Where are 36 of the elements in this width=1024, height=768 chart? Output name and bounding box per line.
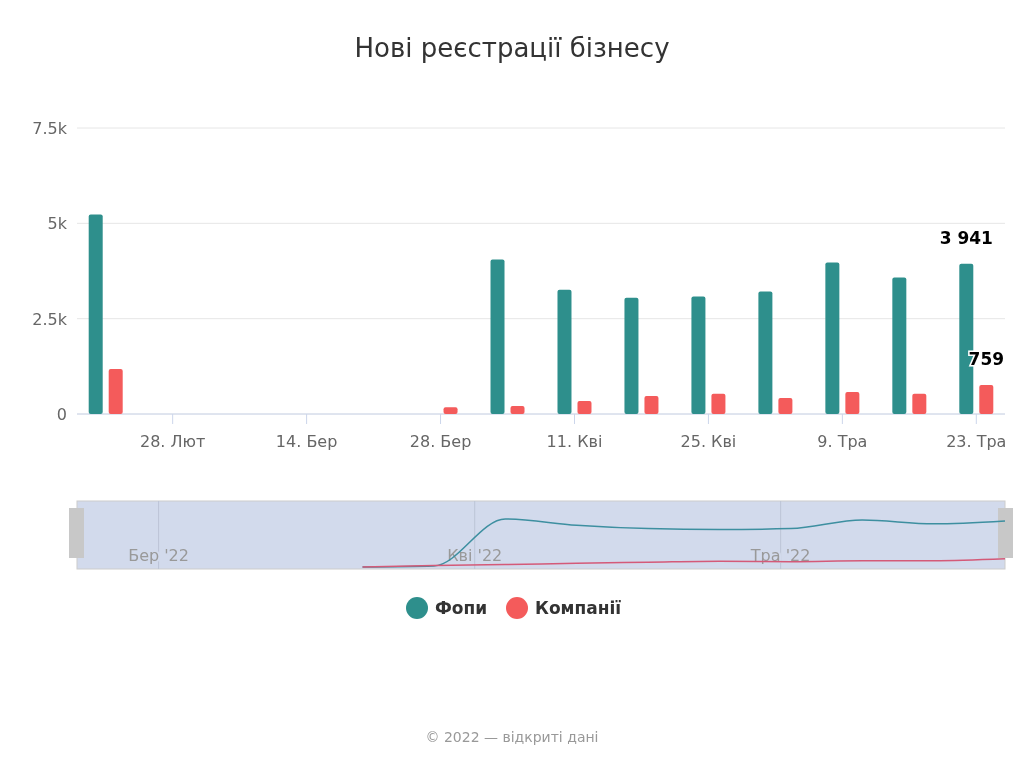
y-tick-label: 0	[56, 405, 67, 424]
x-tick-label: 23. Тра	[946, 432, 1007, 451]
x-tick-label: Бер '22	[128, 546, 189, 565]
bar	[758, 291, 773, 414]
x-tick-label: 11. Кві	[546, 432, 603, 451]
y-tick-label: 7.5k	[32, 119, 68, 138]
bar	[510, 405, 525, 414]
y-tick-label: 5k	[47, 214, 68, 234]
bar	[912, 393, 927, 414]
x-tick-label: 28. Лют	[139, 432, 206, 451]
legend-label: Фопи	[435, 598, 488, 618]
x-tick-label: 9. Тра	[817, 432, 868, 451]
bar	[577, 401, 592, 414]
x-tick-label: 14. Бер	[275, 432, 338, 451]
bar	[845, 391, 860, 414]
y-tick-label: 2.5k	[32, 309, 68, 329]
x-tick-label: Тра '22	[749, 546, 811, 565]
x-tick-label: 25. Кві	[680, 432, 737, 451]
bar	[88, 214, 103, 414]
bar	[825, 262, 840, 414]
bar	[624, 297, 639, 414]
bar	[691, 296, 706, 414]
bar	[557, 289, 572, 414]
bar	[443, 407, 458, 414]
bar	[778, 397, 793, 414]
bar	[711, 393, 726, 414]
data-label: 3 941	[939, 227, 993, 248]
bar	[490, 259, 505, 414]
chart-title: Нові реєстрації бізнесу	[354, 33, 670, 63]
x-tick-label: 28. Бер	[409, 432, 472, 451]
bar	[979, 385, 994, 414]
text: © 2022 — відкриті дані	[425, 729, 599, 745]
bar	[108, 369, 123, 414]
bar	[892, 277, 907, 414]
bar	[644, 396, 659, 414]
legend-label: Компанії	[535, 598, 622, 618]
